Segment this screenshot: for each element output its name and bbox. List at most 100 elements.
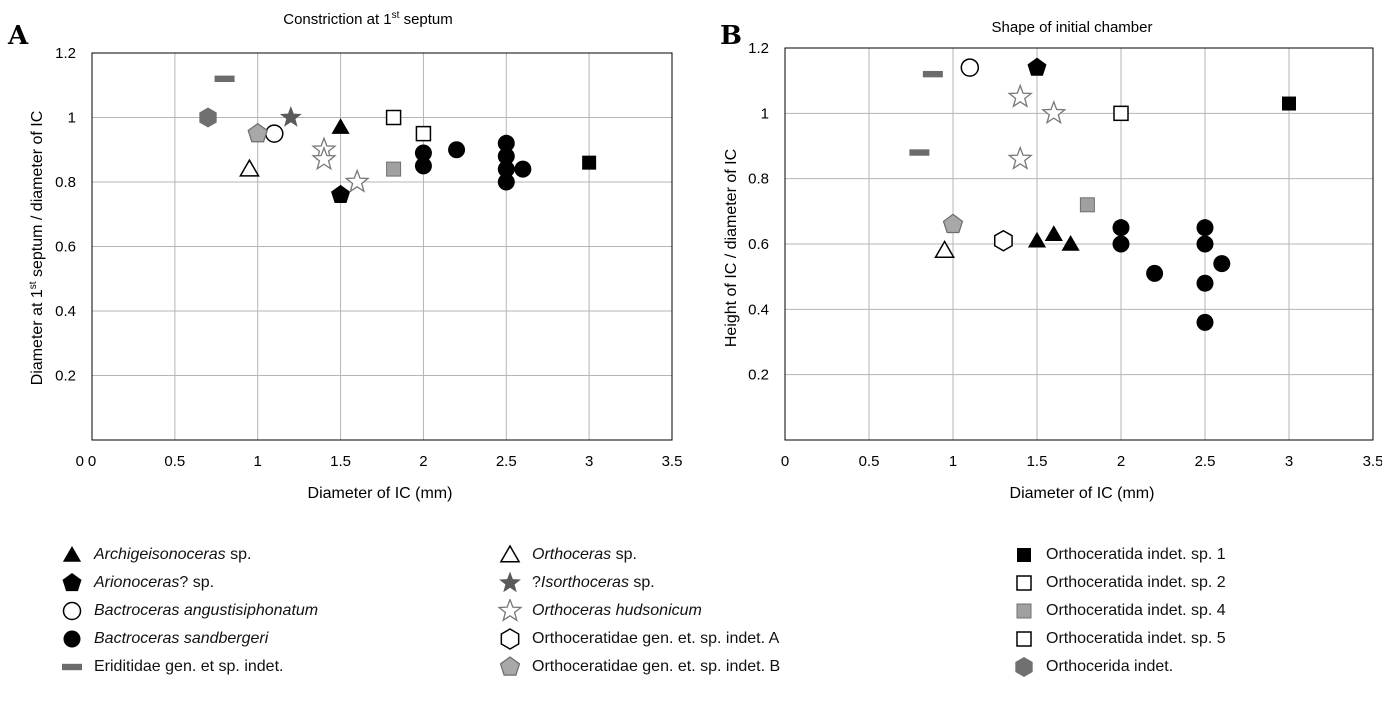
panel-b-point-indet4 (1079, 197, 1095, 213)
legend-label: Orthoceratida indet. sp. 1 (1046, 546, 1226, 563)
panel-a-x-tick-label: 1 (254, 453, 262, 470)
legend-label: Orthoceratida indet. sp. 4 (1046, 602, 1226, 619)
panel-a-plot-frame (91, 52, 673, 441)
legend-marker-circle-filled-icon (63, 630, 81, 648)
panel-a-point-indet1 (582, 155, 597, 170)
panel-b-point-indet2 (1113, 105, 1129, 122)
legend-marker-indet1 (1017, 548, 1031, 562)
legend-marker-bactroceras_sand (63, 630, 81, 648)
panel-b-point-eriditidae (922, 70, 943, 78)
panel-a-point-bactroceras_sand (497, 160, 515, 178)
panel-b-x-tick-label: 1.5 (1027, 453, 1048, 470)
panel-a-point-indet4 (386, 161, 402, 177)
legend-marker-orthoceratidae_a (500, 628, 520, 650)
legend-marker-star-open-icon (498, 599, 523, 622)
legend-marker-orthoceratidae_b (499, 656, 521, 676)
panel-a-point-bactroceras_sand (497, 173, 515, 191)
legend-marker-hexagon-gray-icon (1015, 657, 1033, 677)
panel-b-point-hudsonicum (1041, 99, 1067, 125)
panel-b-point-bactroceras_sand (1146, 264, 1164, 282)
legend-label: Orthoceratidae gen. et. sp. indet. A (532, 630, 780, 647)
panel-b-point-orthoceratidae_a (993, 229, 1013, 252)
panel-b-point-bactroceras_sand (1196, 274, 1214, 292)
panel-b-point-hudsonicum (1007, 83, 1033, 108)
legend-marker-bactroceras_ang (62, 601, 82, 621)
legend-marker-square-open-icon (1016, 631, 1032, 647)
panel-a-point-archigeisonoceras (331, 118, 350, 134)
legend-marker-triangle-open-icon (499, 544, 521, 563)
panel-b-x-tick-label: 2 (1117, 453, 1125, 470)
panel-a-point-bactroceras_sand (514, 160, 532, 178)
panel-b-point-eriditidae (909, 149, 930, 156)
panel-b-point-archigeisonoceras (1061, 235, 1080, 251)
legend-label: Orthoceras hudsonicum (532, 602, 702, 619)
legend-marker-dash-icon (62, 663, 82, 671)
panel-b-point-orthoceras (934, 240, 955, 259)
panel-b-plot-frame (784, 47, 1374, 441)
legend-marker-hexagon-open-icon (500, 628, 520, 650)
panel-a-point-bactroceras_sand (414, 157, 432, 175)
panel-a-x-tick-label: 2.5 (496, 453, 517, 470)
legend-marker-archigeisonoceras (62, 546, 82, 562)
legend-marker-hudsonicum (498, 599, 523, 622)
legend-marker-indet4 (1016, 603, 1032, 619)
panel-b-x-label: Diameter of IC (mm) (1010, 485, 1155, 502)
panel-a-x-tick-label: 3 (585, 453, 593, 470)
panel-b-x-tick-label: 0 (781, 453, 789, 470)
panel-b-point-bactroceras_sand (1196, 313, 1214, 331)
panel-b-y-tick-label: 0.4 (748, 301, 769, 318)
panel-letter-b: B (720, 21, 742, 51)
panel-a-point-orthocerida (199, 107, 217, 128)
legend-label: Orthocerida indet. (1046, 658, 1174, 675)
panel-a-x-label: Diameter of IC (mm) (308, 485, 453, 502)
legend-label: Orthoceras sp. (532, 546, 637, 563)
legend-label: Archigeisonoceras sp. (94, 546, 252, 563)
legend-marker-circle-open-icon (62, 601, 82, 621)
legend-label: Orthoceratida indet. sp. 5 (1046, 630, 1226, 647)
panel-a-point-orthoceras (239, 158, 260, 177)
panel-a-y-tick-label: 1 (68, 110, 76, 127)
legend-marker-pentagon-filled-icon (62, 573, 82, 592)
panel-letter-a: A (7, 21, 29, 51)
panel-b-point-bactroceras_sand (1196, 235, 1214, 253)
legend-marker-arionoceras (62, 573, 82, 592)
panel-b-point-hudsonicum (1007, 145, 1033, 170)
legend-marker-square-filled-icon (1017, 548, 1031, 562)
panel-b-point-bactroceras_sand (1213, 255, 1231, 273)
panel-a-x-tick-label: 0.5 (164, 453, 185, 470)
panel-a-point-hudsonicum (344, 168, 370, 193)
panel-a-point-isorthoceras (279, 106, 302, 127)
legend-marker-orthocerida (1015, 657, 1033, 677)
panel-a-y-tick-label: 0.2 (55, 368, 76, 385)
legend-label: Bactroceras sandbergeri (94, 630, 269, 647)
panel-b-point-indet1 (1282, 96, 1296, 111)
panel-b-point-bactroceras_sand (1196, 219, 1214, 237)
panel-a-x-tick-label: 3.5 (662, 453, 683, 470)
legend-label: Orthoceratidae gen. et. sp. indet. B (532, 658, 781, 675)
panel-b-point-archigeisonoceras (1044, 225, 1063, 241)
panel-b-point-archigeisonoceras (1027, 231, 1047, 248)
panel-a-y-tick-label: 0.6 (55, 239, 76, 256)
panel-b-point-bactroceras_sand (1112, 235, 1130, 253)
panel-a-point-bactroceras_sand (497, 134, 515, 152)
panel-a-y-tick-label: 0.8 (55, 174, 76, 191)
panel-b-x-tick-label: 1 (949, 453, 957, 470)
legend-label: Bactroceras angustisiphonatum (94, 602, 319, 619)
panel-a-point-indet5 (415, 125, 432, 142)
legend-marker-isorthoceras (499, 571, 521, 593)
panel-b-y-label: Height of IC / diameter of IC (723, 149, 740, 347)
panel-b-y-tick-label: 1 (761, 105, 769, 122)
panel-b-plot: 0 0.5 1 1.5 2 2.5 3 3.5 0.2 0.4 0.6 0.8 1 1.2 (748, 40, 1382, 470)
panel-b-point-arionoceras (1027, 57, 1047, 76)
panel-a-title: Constriction at 1st septum (283, 10, 453, 28)
legend-label: Arionoceras? sp. (94, 574, 215, 591)
legend-marker-star-filled-icon (499, 571, 521, 593)
panel-b-title: Shape of initial chamber (992, 19, 1153, 36)
panel-a-point-bactroceras_sand (448, 141, 466, 159)
panel-a-plot: 0 0.5 1 1.5 2 2.5 3 3.5 0 0.2 0.4 0.6 0.8 1 1.2 (55, 45, 682, 470)
panel-b-point-orthoceratidae_b (942, 213, 964, 234)
panel-b-y-tick-label: 0.6 (748, 236, 769, 253)
panel-a-point-eriditidae (214, 75, 235, 82)
legend-marker-pentagon-gray-icon (499, 656, 521, 676)
